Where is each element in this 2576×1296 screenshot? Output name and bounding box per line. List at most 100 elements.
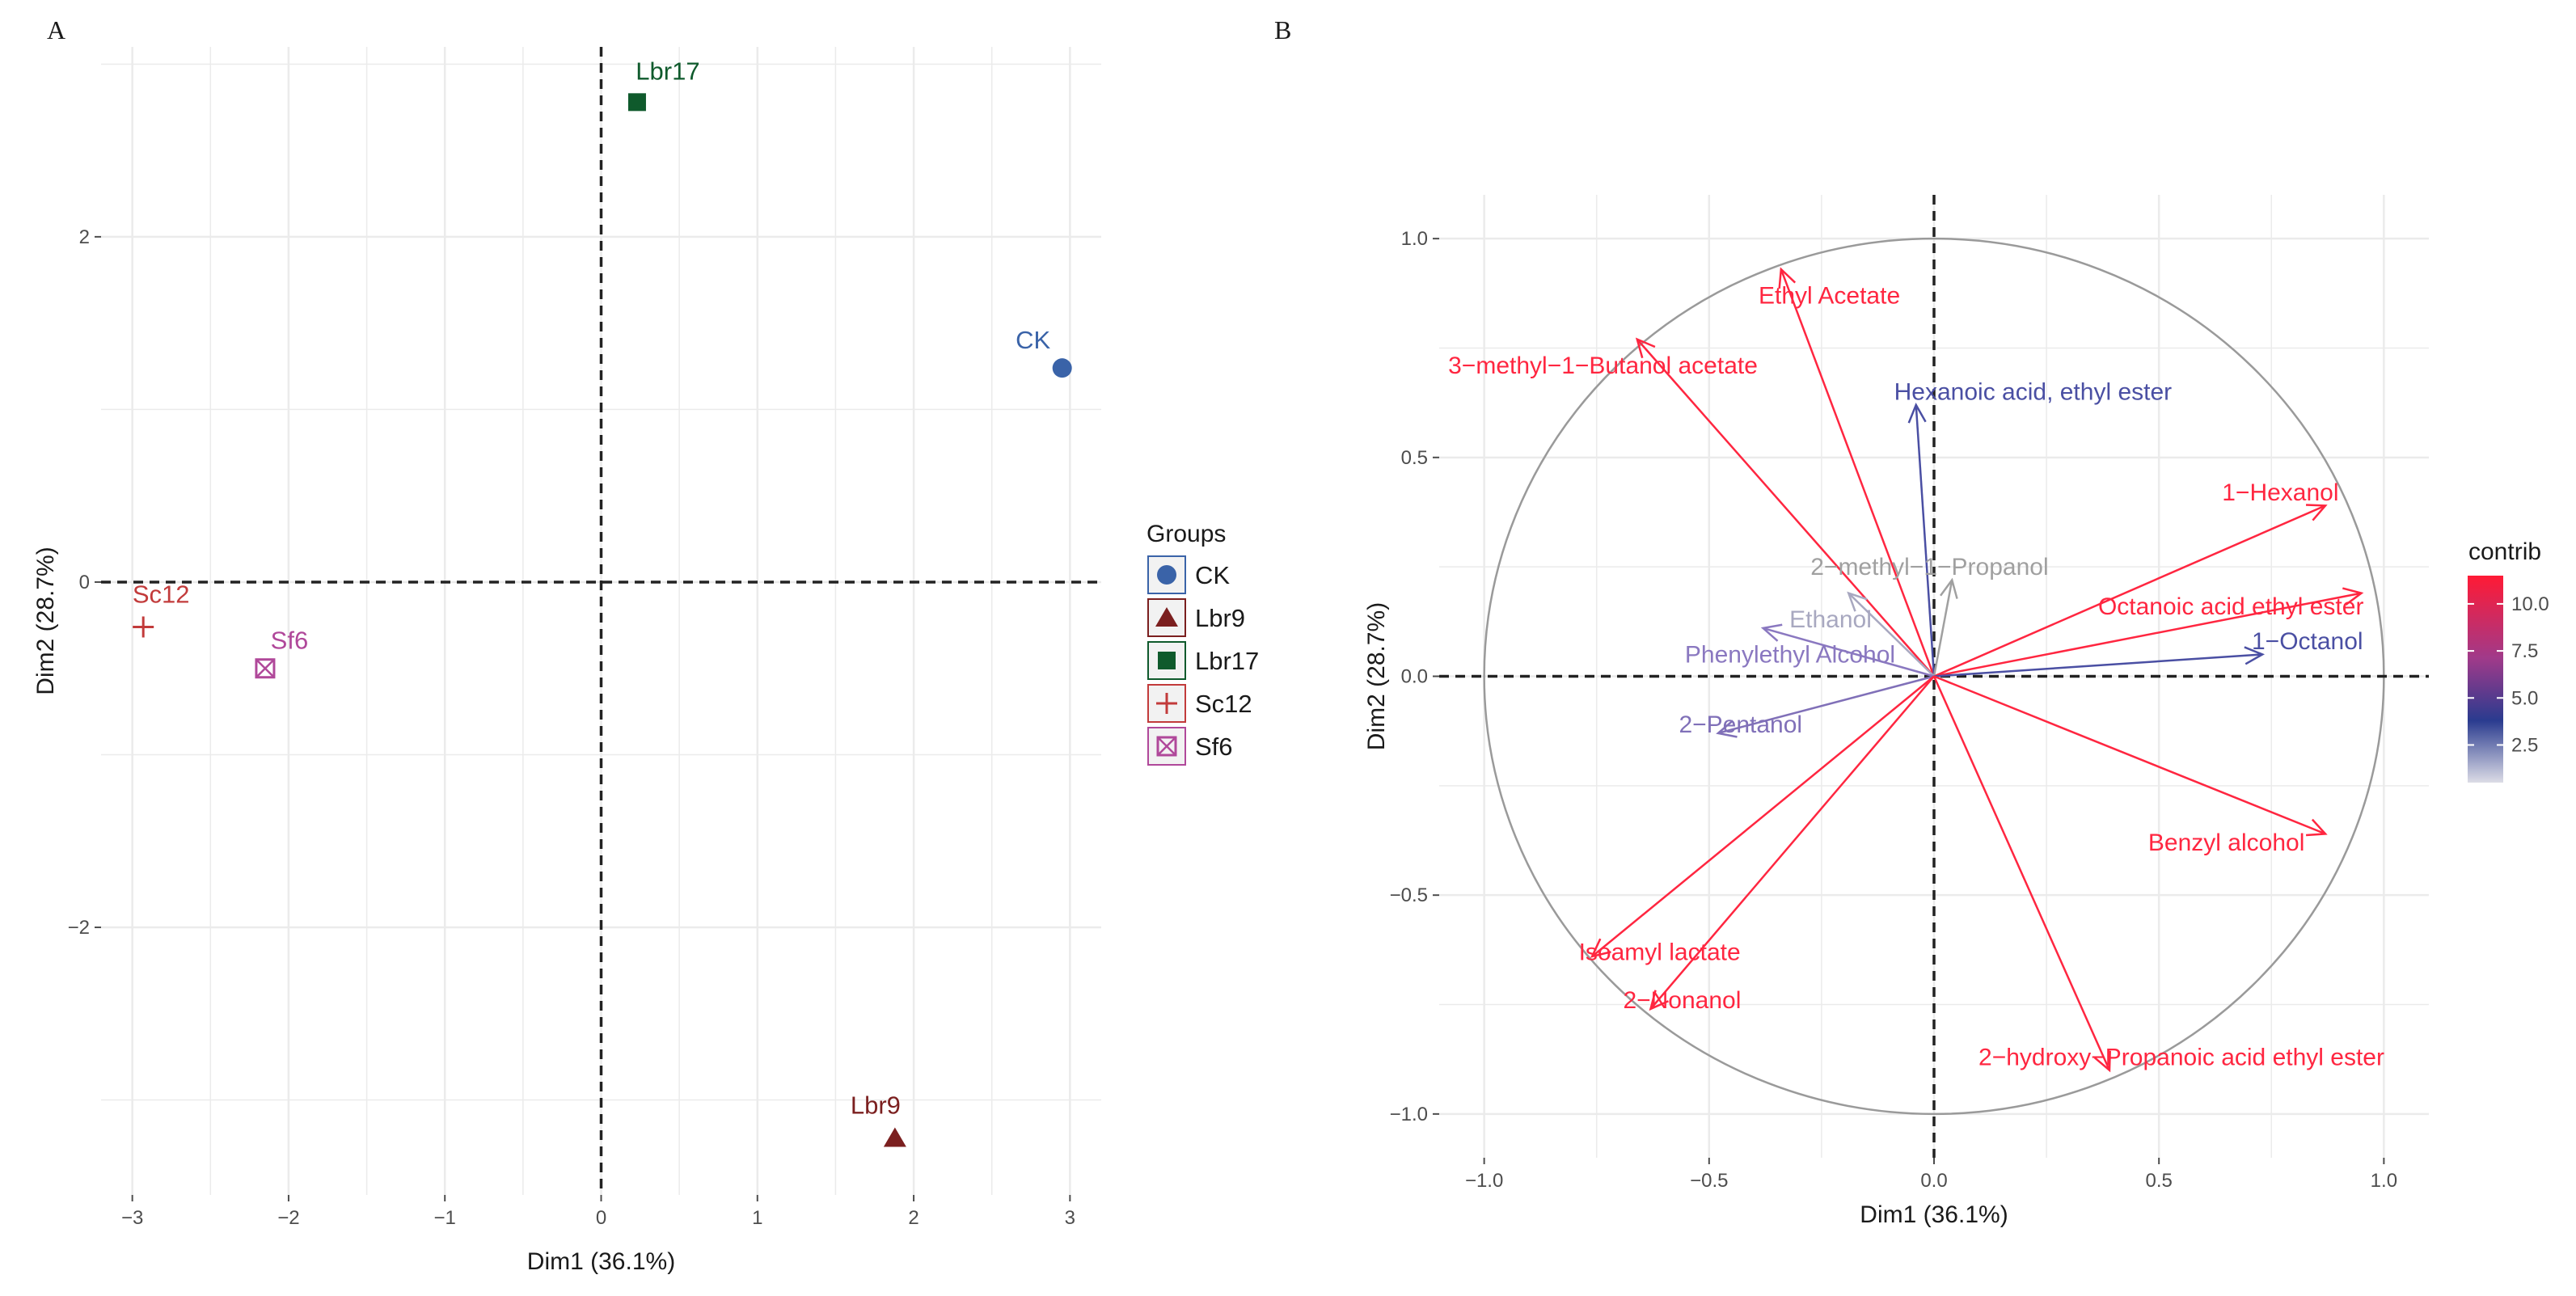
x-tick-label: −0.5 xyxy=(1690,1170,1728,1192)
vector-label: 1−Octanol xyxy=(2252,628,2363,655)
y-tick-label: −1.0 xyxy=(1390,1104,1428,1125)
legend-item-ck: CK xyxy=(1147,555,1230,594)
vector-line xyxy=(1780,268,1936,677)
y-tick-label: 0.0 xyxy=(1401,666,1428,688)
x-tick-label: −3 xyxy=(121,1207,143,1229)
legend-item-sf6: Sf6 xyxy=(1147,727,1233,766)
x-tick-label: −1.0 xyxy=(1465,1170,1503,1192)
vector-label: 1−Hexanol xyxy=(2222,479,2338,506)
x-tick-label: 0.5 xyxy=(2145,1170,2172,1192)
point-sf6 xyxy=(255,658,276,679)
vector-arrowhead xyxy=(1760,623,1783,642)
vector-line xyxy=(1933,675,2326,835)
box-marker xyxy=(1156,736,1177,757)
panel-b-letter: B xyxy=(1274,15,1291,44)
legend-label: Lbr9 xyxy=(1195,604,1245,632)
x-tick-label: 2 xyxy=(908,1207,918,1229)
vector-label: Phenylethyl Alcohol xyxy=(1685,641,1895,668)
vector-line xyxy=(1649,675,1935,1010)
vector-label: Hexanoic acid, ethyl ester xyxy=(1894,379,2173,406)
legend-groups: Groups CK Lbr9 Lbr17 Sc12 Sf6 xyxy=(1147,521,1259,766)
vector-arrowhead xyxy=(2306,504,2328,521)
colorbar-tick-label: 7.5 xyxy=(2511,640,2538,662)
point-lbr9 xyxy=(883,1127,906,1147)
legend-item-lbr17: Lbr17 xyxy=(1147,641,1259,680)
vector-arrowhead xyxy=(1940,577,1958,599)
vector-arrowhead xyxy=(1847,591,1868,612)
vector-label: 2−hydroxy−Propanoic acid ethyl ester xyxy=(1978,1044,2384,1070)
vector-label: 3−methyl−1−Butanol acetate xyxy=(1448,352,1758,379)
vector-label: Octanoic acid ethyl ester xyxy=(2098,593,2364,620)
legend-title: Groups xyxy=(1147,521,1226,547)
vector-isoamyl-lactate: Isoamyl lactate xyxy=(1579,675,1935,966)
legend-contrib: contrib 10.0 7.5 5.0 2.5 xyxy=(2468,538,2549,783)
circle-marker xyxy=(1052,358,1072,378)
point-label-lbr17: Lbr17 xyxy=(636,57,699,85)
circle-marker xyxy=(1157,565,1176,585)
vector-2-pentanol: 2−Pentanol xyxy=(1679,675,1935,738)
colorbar-tick-label: 10.0 xyxy=(2511,593,2549,615)
colorbar-tick-label: 5.0 xyxy=(2511,687,2538,709)
vector-line xyxy=(1636,338,1935,678)
box-marker-x2 xyxy=(1157,737,1176,756)
y-tick-label: 2 xyxy=(79,226,90,248)
point-label-sc12: Sc12 xyxy=(133,580,190,608)
vector-arrowhead xyxy=(1590,938,1611,958)
vector-line xyxy=(1915,404,1936,677)
vector-1-octanol: 1−Octanol xyxy=(1933,628,2363,678)
vector-ethanol: Ethanol xyxy=(1789,591,1935,678)
legend-label: Sc12 xyxy=(1195,690,1252,718)
vector-arrowhead xyxy=(2342,587,2364,606)
legend-label: Sf6 xyxy=(1195,732,1233,761)
vector-3-methyl-1-butanol-acetate: 3−methyl−1−Butanol acetate xyxy=(1448,337,1935,678)
colorbar-tick-label: 2.5 xyxy=(2511,734,2538,756)
vector-1-hexanol: 1−Hexanol xyxy=(1933,479,2339,678)
vector-arrowhead xyxy=(1649,990,1669,1011)
vector-ethyl-acetate: Ethyl Acetate xyxy=(1759,267,1936,677)
vector-label: Ethyl Acetate xyxy=(1759,283,1900,310)
x-axis-title: Dim1 (36.1%) xyxy=(1860,1201,2008,1228)
legend-label: Lbr17 xyxy=(1195,647,1259,675)
legend-marker xyxy=(1155,607,1178,627)
colorbar xyxy=(2468,576,2503,783)
triangle-marker xyxy=(1155,607,1178,627)
vector-hexanoic-acid-ethyl-ester: Hexanoic acid, ethyl ester xyxy=(1894,379,2173,677)
x-tick-label: −1 xyxy=(434,1207,456,1229)
vector-2-hydroxy-propanoic-acid-ethyl-ester: 2−hydroxy−Propanoic acid ethyl ester xyxy=(1932,675,2384,1073)
legend-marker xyxy=(1157,565,1176,585)
vector-arrowhead xyxy=(1635,337,1656,359)
colorbar-title: contrib xyxy=(2468,538,2541,565)
vector-label: 2−Pentanol xyxy=(1679,711,1802,738)
vector-arrowhead xyxy=(1716,720,1738,738)
vector-label: Isoamyl lactate xyxy=(1579,939,1741,966)
vector-label: 2−methyl−1−Propanol xyxy=(1810,554,2048,580)
legend-label: CK xyxy=(1195,561,1230,589)
y-axis-title: Dim2 (28.7%) xyxy=(32,547,59,694)
point-lbr17 xyxy=(627,93,646,112)
vector-octanoic-acid-ethyl-ester: Octanoic acid ethyl ester xyxy=(1933,587,2364,678)
y-tick-label: 0 xyxy=(79,572,90,593)
legend-marker xyxy=(1156,736,1177,757)
vector-arrowhead xyxy=(1907,402,1927,424)
point-label-sf6: Sf6 xyxy=(271,627,309,655)
x-tick-label: 1.0 xyxy=(2371,1170,2397,1192)
vector-arrowhead xyxy=(2244,646,2266,665)
box-marker-x2 xyxy=(255,658,275,678)
point-sc12 xyxy=(133,616,154,638)
vector-line xyxy=(1591,675,1935,957)
vector-label: 2−Nonanol xyxy=(1623,987,1741,1014)
point-ck xyxy=(1052,358,1072,378)
x-tick-label: 0.0 xyxy=(1920,1170,1947,1192)
x-tick-label: 0 xyxy=(596,1207,606,1229)
square-marker xyxy=(627,93,646,112)
x-tick-label: −2 xyxy=(277,1207,299,1229)
vector-line xyxy=(1932,580,1953,677)
vector-label: Ethanol xyxy=(1789,606,1872,633)
vector-benzyl-alcohol: Benzyl alcohol xyxy=(1933,675,2328,856)
legend-key xyxy=(1147,598,1186,637)
vector-2-nonanol: 2−Nonanol xyxy=(1623,675,1935,1014)
legend-marker xyxy=(1158,652,1176,669)
panel-a-letter: A xyxy=(47,15,65,44)
panel-b: B −1.0 −0.5 0.0 0.5 1.0 −1.0 −0.5 0.0 0.5 1.0 Dim1 … xyxy=(1274,15,2549,1228)
